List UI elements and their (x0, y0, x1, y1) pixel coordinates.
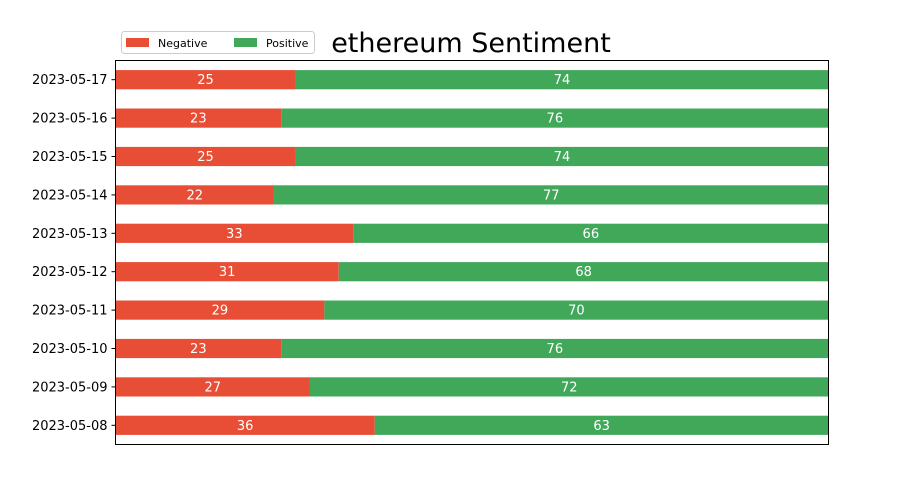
bar-negative-2023-05-14 (115, 185, 274, 205)
y-tick-label-2023-05-16: 2023-05-16 (32, 112, 108, 127)
plot-frame (115, 60, 829, 445)
chart-title: ethereum Sentiment (331, 28, 611, 59)
legend-swatch-positive (234, 38, 257, 47)
y-tick-label-2023-05-17: 2023-05-17 (32, 73, 108, 88)
bar-positive-2023-05-13 (353, 223, 829, 243)
y-tick-label-2023-05-10: 2023-05-10 (32, 342, 108, 357)
y-tick-label-2023-05-09: 2023-05-09 (32, 380, 108, 395)
bars: 36 63 27 72 23 76 29 70 31 68 33 66 22 77 25 74 23 76 25 74 (115, 70, 829, 435)
bar-negative-2023-05-12 (115, 262, 339, 282)
legend: Negative Positive (121, 31, 315, 54)
bar-positive-2023-05-10 (281, 338, 829, 359)
bar-label-positive-2023-05-12: 68 (575, 265, 592, 280)
bar-negative-2023-05-09 (115, 377, 310, 397)
bar-negative-2023-05-11 (115, 300, 325, 320)
bar-label-negative-2023-05-12: 31 (219, 265, 236, 280)
y-tick-label-2023-05-11: 2023-05-11 (32, 304, 108, 319)
bar-negative-2023-05-15 (115, 146, 296, 167)
legend-swatch-negative (126, 38, 149, 47)
bar-negative-2023-05-08 (115, 415, 375, 435)
bar-positive-2023-05-11 (324, 300, 829, 320)
bar-label-negative-2023-05-17: 25 (197, 73, 214, 88)
bar-label-positive-2023-05-09: 72 (561, 380, 578, 395)
bar-label-negative-2023-05-14: 22 (186, 188, 203, 203)
bar-label-positive-2023-05-13: 66 (583, 227, 600, 242)
bar-positive-2023-05-14 (273, 185, 829, 205)
y-tick-label-2023-05-08: 2023-05-08 (32, 419, 108, 434)
bar-positive-2023-05-08 (374, 415, 829, 435)
bar-negative-2023-05-13 (115, 223, 354, 243)
y-tick-label-2023-05-12: 2023-05-12 (32, 265, 108, 280)
legend-label-positive: Positive (266, 37, 309, 50)
bar-negative-2023-05-10 (115, 338, 282, 359)
bar-label-negative-2023-05-16: 23 (190, 112, 207, 127)
bar-label-positive-2023-05-17: 74 (554, 73, 571, 88)
bar-label-positive-2023-05-15: 74 (554, 150, 571, 165)
y-tick-label-2023-05-13: 2023-05-13 (32, 227, 108, 242)
bar-label-negative-2023-05-08: 36 (237, 419, 254, 434)
legend-label-negative: Negative (158, 37, 208, 50)
bar-negative-2023-05-17 (115, 70, 296, 90)
bar-positive-2023-05-12 (338, 262, 829, 282)
bar-negative-2023-05-16 (115, 108, 282, 128)
bar-label-negative-2023-05-09: 27 (204, 380, 221, 395)
legend-frame (121, 31, 315, 54)
bar-label-negative-2023-05-11: 29 (212, 304, 229, 319)
bar-label-negative-2023-05-10: 23 (190, 342, 207, 357)
bar-label-positive-2023-05-11: 70 (568, 304, 585, 319)
y-tick-label-2023-05-14: 2023-05-14 (32, 188, 108, 203)
bar-label-positive-2023-05-10: 76 (547, 342, 564, 357)
bar-label-positive-2023-05-14: 77 (543, 188, 560, 203)
bar-label-positive-2023-05-08: 63 (593, 419, 610, 434)
bar-label-positive-2023-05-16: 76 (547, 112, 564, 127)
bar-positive-2023-05-17 (295, 70, 829, 90)
bar-positive-2023-05-09 (309, 377, 829, 397)
bar-label-negative-2023-05-15: 25 (197, 150, 214, 165)
bar-label-negative-2023-05-13: 33 (226, 227, 243, 242)
bar-positive-2023-05-15 (295, 146, 829, 167)
y-axis-ticks: 2023-05-08 2023-05-09 2023-05-10 2023-05-11… (32, 73, 116, 434)
bar-positive-2023-05-16 (281, 108, 829, 128)
y-tick-label-2023-05-15: 2023-05-15 (32, 150, 108, 165)
